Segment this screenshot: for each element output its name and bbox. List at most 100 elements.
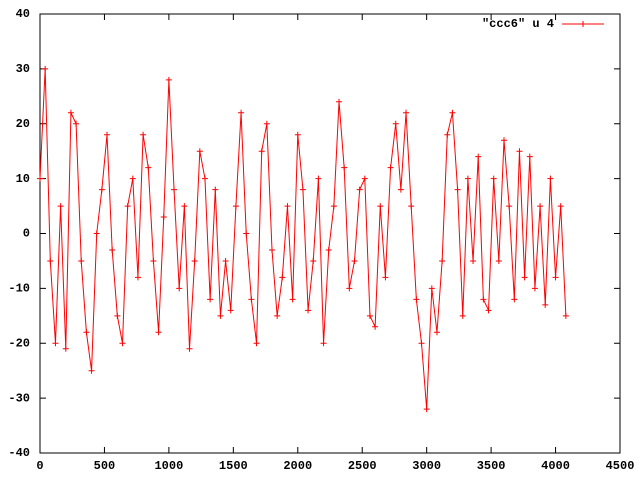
- legend-marker: [580, 21, 586, 27]
- point-marker: [346, 285, 353, 292]
- point-marker: [160, 214, 167, 221]
- y-tick-label: 0: [23, 227, 30, 241]
- point-marker: [552, 274, 559, 281]
- x-tick-label: 3000: [412, 459, 441, 473]
- point-marker: [57, 203, 64, 210]
- point-marker: [186, 345, 193, 352]
- point-marker: [217, 312, 224, 319]
- point-marker: [403, 109, 410, 116]
- point-marker: [227, 307, 234, 314]
- point-marker: [114, 312, 121, 319]
- point-marker: [52, 340, 59, 347]
- point-marker: [124, 203, 131, 210]
- point-marker: [243, 230, 250, 237]
- y-tick-label: -40: [8, 446, 30, 460]
- point-marker: [397, 186, 404, 193]
- point-marker: [454, 186, 461, 193]
- x-tick-label: 2500: [348, 459, 377, 473]
- point-marker: [341, 164, 348, 171]
- point-marker: [62, 345, 69, 352]
- point-marker: [470, 257, 477, 264]
- point-marker: [475, 153, 482, 160]
- point-marker: [485, 307, 492, 314]
- point-marker: [336, 98, 343, 105]
- point-marker: [150, 257, 157, 264]
- point-marker: [501, 137, 507, 144]
- point-marker: [140, 131, 147, 138]
- point-marker: [73, 120, 80, 127]
- x-tick-label: 4500: [606, 459, 635, 473]
- point-marker: [562, 312, 569, 319]
- point-marker: [547, 175, 554, 182]
- point-marker: [320, 340, 327, 347]
- point-marker: [433, 329, 440, 336]
- x-tick-label: 2000: [283, 459, 312, 473]
- point-marker: [78, 257, 85, 264]
- point-marker: [104, 131, 111, 138]
- point-marker: [212, 186, 219, 193]
- point-marker: [201, 175, 208, 182]
- point-marker: [361, 175, 368, 182]
- point-marker: [47, 257, 54, 264]
- point-marker: [325, 246, 332, 253]
- x-tick-label: 500: [94, 459, 116, 473]
- point-marker: [444, 131, 451, 138]
- point-marker: [387, 164, 394, 171]
- point-marker: [98, 186, 105, 193]
- point-marker: [310, 257, 317, 264]
- point-marker: [449, 109, 456, 116]
- point-marker: [119, 340, 126, 347]
- point-marker: [464, 175, 471, 182]
- point-marker: [372, 323, 379, 330]
- point-marker: [42, 65, 49, 72]
- point-marker: [263, 120, 270, 127]
- point-marker: [258, 148, 265, 155]
- point-marker: [521, 274, 528, 281]
- point-marker: [238, 109, 245, 116]
- point-marker: [305, 307, 312, 314]
- point-marker: [516, 148, 523, 155]
- point-marker: [109, 246, 116, 253]
- point-marker: [428, 285, 435, 292]
- point-marker: [83, 329, 90, 336]
- y-tick-label: 20: [16, 117, 30, 131]
- point-marker: [232, 203, 239, 210]
- point-marker: [537, 203, 544, 210]
- point-marker: [145, 164, 152, 171]
- y-tick-label: 10: [16, 172, 30, 186]
- point-marker: [134, 274, 141, 281]
- point-marker: [279, 274, 286, 281]
- point-marker: [423, 406, 430, 413]
- point-marker: [181, 203, 188, 210]
- y-tick-label: 30: [16, 62, 30, 76]
- point-marker: [356, 186, 363, 193]
- point-marker: [165, 76, 172, 83]
- point-marker: [284, 203, 291, 210]
- point-marker: [191, 257, 198, 264]
- point-marker: [248, 296, 255, 303]
- point-marker: [222, 257, 229, 264]
- point-marker: [506, 203, 513, 210]
- point-marker: [557, 203, 564, 210]
- data-line: [39, 68, 567, 410]
- point-marker: [542, 301, 549, 308]
- x-tick-label: 4000: [541, 459, 570, 473]
- y-tick-label: -30: [8, 391, 30, 405]
- point-marker: [495, 257, 502, 264]
- point-marker: [207, 296, 214, 303]
- y-tick-label: -20: [8, 336, 30, 350]
- x-tick-label: 3500: [477, 459, 506, 473]
- point-marker: [299, 186, 306, 193]
- point-marker: [274, 312, 281, 319]
- point-marker: [526, 153, 533, 160]
- point-marker: [490, 175, 497, 182]
- point-marker: [377, 203, 384, 210]
- x-tick-label: 0: [36, 459, 43, 473]
- point-marker: [408, 203, 415, 210]
- point-marker: [253, 340, 260, 347]
- point-marker: [459, 312, 466, 319]
- point-marker: [155, 329, 162, 336]
- point-marker: [294, 131, 301, 138]
- point-marker: [269, 246, 275, 253]
